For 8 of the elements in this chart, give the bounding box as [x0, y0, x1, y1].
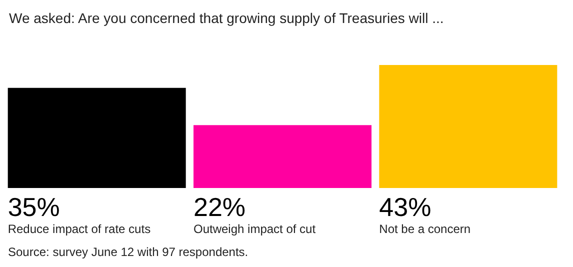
- source-note: Source: survey June 12 with 97 respondents.: [8, 245, 248, 259]
- x-tick-label: Reduce impact of rate cuts: [8, 222, 151, 236]
- data-label: 35%: [8, 192, 60, 222]
- x-tick-label: Not be a concern: [379, 222, 471, 236]
- chart-title: We asked: Are you concerned that growing supply of Treasuries will ...: [9, 10, 444, 26]
- data-label: 22%: [194, 192, 246, 222]
- data-label: 43%: [379, 192, 432, 222]
- x-tick-label: Outweigh impact of cut: [194, 222, 316, 236]
